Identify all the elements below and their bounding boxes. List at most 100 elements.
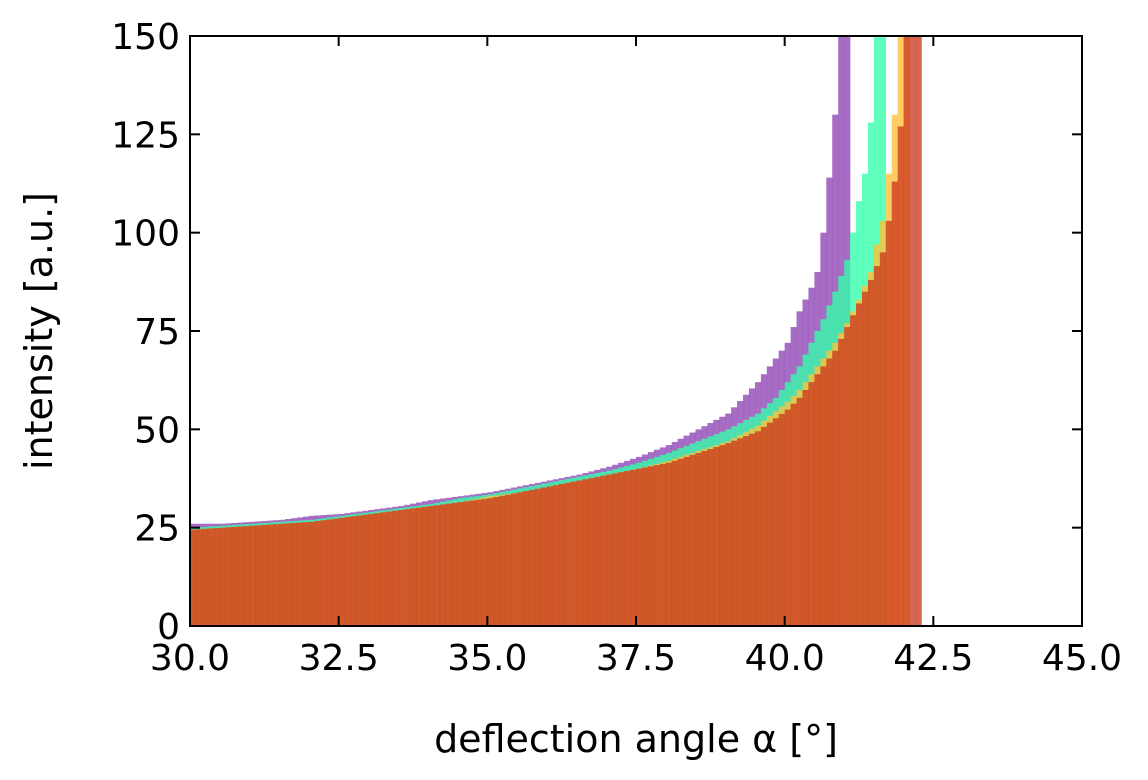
histogram-bar [207, 528, 215, 626]
histogram-bar [879, 252, 887, 627]
histogram-bar [766, 422, 774, 626]
histogram-bar [475, 499, 482, 626]
histogram-bar [469, 500, 476, 626]
histogram-bar [332, 518, 339, 626]
y-tick-label: 125 [111, 115, 180, 156]
axis-ticks: 30.0 32.5 35.0 37.5 40.0 42.5 45.0 0 25 50 75 100 12… [111, 17, 1122, 679]
histogram-bar [778, 413, 785, 626]
x-tick-label: 37.5 [596, 638, 676, 679]
histogram-bar [909, 36, 916, 626]
histogram-bar [618, 472, 625, 626]
histogram-bar [838, 338, 845, 626]
histogram-bar [392, 510, 399, 626]
histogram-bar [302, 522, 310, 626]
histogram-bar [760, 426, 768, 626]
histogram-bar [439, 504, 447, 626]
histogram-bar [362, 514, 369, 626]
histogram-bar [350, 516, 357, 626]
histogram-bar [255, 525, 262, 626]
histogram-bars [190, 36, 922, 627]
histogram-bar [790, 403, 797, 626]
histogram-bar [891, 181, 898, 627]
histogram-bar [564, 482, 571, 626]
histogram-bar [856, 303, 863, 626]
histogram-bar [784, 409, 791, 626]
histogram-bar [308, 521, 316, 626]
histogram-bar [433, 505, 441, 626]
histogram-bar [237, 526, 244, 626]
histogram-bar [725, 443, 732, 626]
histogram-bar [279, 523, 286, 626]
histogram-bar [326, 519, 334, 626]
y-axis-label: intensity [a.u.] [17, 192, 61, 470]
x-tick-label: 45.0 [1042, 638, 1122, 679]
histogram-bar [195, 529, 203, 626]
histogram-bar [743, 436, 750, 626]
y-tick-label: 150 [111, 17, 180, 58]
histogram-bar [772, 418, 780, 626]
histogram-bar [421, 506, 429, 626]
histogram-bar [505, 494, 512, 626]
histogram-bar [523, 491, 530, 626]
histogram-bar [861, 291, 869, 626]
histogram-bar [511, 493, 518, 626]
x-tick-label: 30.0 [150, 638, 230, 679]
histogram-bar [671, 460, 678, 626]
histogram-bar [190, 529, 197, 626]
histogram-bar [612, 473, 619, 626]
histogram-bar [540, 487, 548, 626]
histogram-bar [647, 466, 655, 626]
histogram-bar [528, 489, 536, 626]
histogram-bar [546, 486, 554, 626]
x-tick-label: 42.5 [893, 638, 973, 679]
histogram-bar [689, 454, 696, 626]
histogram-bar [594, 476, 601, 626]
histogram-bar [731, 440, 738, 626]
histogram-bar [398, 509, 405, 626]
histogram-bar [558, 484, 565, 626]
histogram-bar [356, 515, 363, 626]
histogram-bar [582, 479, 589, 626]
histogram-bar [588, 478, 595, 626]
y-tick-label: 0 [157, 607, 180, 648]
histogram-bar [344, 517, 351, 626]
histogram-bar [719, 445, 726, 626]
histogram-bar [225, 527, 232, 626]
histogram-bar [630, 469, 637, 626]
histogram-bar [850, 315, 857, 626]
histogram-bar [297, 522, 304, 626]
histogram-bar [249, 525, 256, 626]
histogram-bar [314, 520, 322, 626]
histogram-bar [796, 397, 803, 626]
histogram-bar [653, 465, 661, 626]
histogram-bar [915, 36, 922, 626]
histogram-bar [659, 463, 667, 626]
histogram-bar [552, 485, 559, 626]
histogram-bar [754, 431, 762, 626]
histogram-bar [457, 502, 464, 626]
histogram-bar [665, 462, 672, 626]
histogram-bar [451, 502, 458, 626]
histogram-bar [386, 511, 393, 626]
histogram-bar [826, 358, 833, 626]
histogram-bar [493, 496, 500, 626]
histogram-bar [903, 36, 910, 626]
histogram-bar [814, 374, 821, 626]
histogram-bar [606, 474, 613, 626]
histogram-bar [517, 492, 524, 626]
histogram-bar [570, 481, 577, 626]
histogram-bar [231, 526, 238, 626]
histogram-bar [534, 488, 542, 626]
histogram-series-3 [190, 36, 922, 627]
histogram-bar [368, 513, 375, 626]
histogram-bar [415, 507, 423, 626]
histogram-bar [487, 498, 494, 626]
histogram-bar [885, 220, 893, 626]
histogram-bar [499, 495, 506, 626]
histogram-bar [427, 506, 435, 626]
histogram-bar [748, 433, 756, 626]
histogram-bar [713, 447, 720, 626]
histogram-bar [707, 449, 714, 626]
histogram-bar [261, 524, 268, 626]
x-tick-label: 40.0 [745, 638, 825, 679]
